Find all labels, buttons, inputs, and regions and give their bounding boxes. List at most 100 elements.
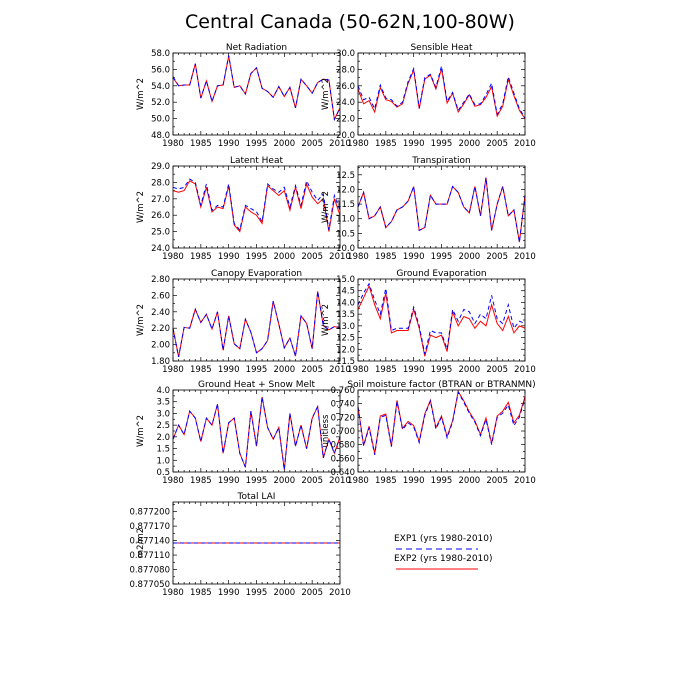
y-tick-label: 28.0 <box>151 178 170 188</box>
y-tick-label: 0.660 <box>331 454 355 464</box>
panel-9: Total LAI m2/m2 1980 1985 1990 1995 2000 2005 20… <box>129 492 350 598</box>
y-axis-title: W/m^2 <box>321 191 331 223</box>
y-tick-label: 0.640 <box>331 468 355 478</box>
x-tick-label: 1980 <box>162 588 184 598</box>
x-tick-label: 1995 <box>431 476 453 486</box>
y-tick-label: 1.5 <box>156 445 170 455</box>
x-tick-label: 2010 <box>514 139 536 149</box>
y-tick-label: 11.5 <box>336 200 355 210</box>
x-tick-label: 2010 <box>329 365 351 375</box>
y-axis-title: unitless <box>321 414 331 447</box>
x-tick-label: 2010 <box>329 476 351 486</box>
panel-3: Latent Heat W/m^2 1980 1985 1990 1995 2000 2005… <box>136 156 351 262</box>
x-tick-label: 1985 <box>190 365 212 375</box>
x-tick-label: 2000 <box>274 476 296 486</box>
panel-5: Canopy Evaporation W/m^2 1980 1985 1990 1995 2… <box>136 269 351 375</box>
series-line-exp2 <box>357 284 526 357</box>
x-tick-label: 1990 <box>403 252 425 262</box>
y-tick-label: 11.0 <box>336 215 355 225</box>
y-tick-label: 0.877050 <box>129 580 170 590</box>
y-tick-label: 0.680 <box>331 441 355 451</box>
series-line-exp2 <box>172 396 341 470</box>
x-tick-label: 2010 <box>514 252 536 262</box>
y-tick-label: 0.877200 <box>129 508 170 518</box>
y-tick-label: 11.5 <box>336 357 355 367</box>
y-tick-label: 58.0 <box>151 49 170 59</box>
x-tick-label: 1995 <box>246 139 268 149</box>
y-tick-label: 24.0 <box>151 244 170 254</box>
y-tick-label: 1.0 <box>156 456 170 466</box>
y-tick-label: 0.760 <box>331 386 355 396</box>
y-axis-title: W/m^2 <box>321 78 331 110</box>
y-tick-label: 0.877140 <box>129 537 170 547</box>
x-tick-label: 1985 <box>190 139 212 149</box>
x-tick-label: 1995 <box>431 252 453 262</box>
series-line-exp1 <box>172 291 341 357</box>
legend-label-1: EXP1 (yrs 1980-2010) <box>394 534 493 544</box>
x-tick-label: 1995 <box>246 476 268 486</box>
y-tick-label: 10.0 <box>336 244 355 254</box>
y-tick-label: 13.0 <box>336 322 355 332</box>
y-axis-title: W/m^2 <box>136 191 146 223</box>
x-tick-label: 2010 <box>329 588 351 598</box>
x-tick-label: 1980 <box>162 139 184 149</box>
panel-title: Total LAI <box>237 492 276 502</box>
y-tick-label: 50.0 <box>151 115 170 125</box>
series-line-exp1 <box>172 55 341 122</box>
y-tick-label: 14.0 <box>336 298 355 308</box>
x-tick-label: 1985 <box>190 476 212 486</box>
y-tick-label: 0.720 <box>331 413 355 423</box>
panel-title: Ground Heat + Snow Melt <box>198 380 316 390</box>
x-tick-label: 1990 <box>218 139 240 149</box>
y-tick-label: 2.0 <box>156 433 170 443</box>
y-tick-label: 29.0 <box>151 162 170 172</box>
y-tick-label: 12.5 <box>336 334 355 344</box>
panel-title: Soil moisture factor (BTRAN or BTRANMN) <box>347 380 535 390</box>
panel-title: Latent Heat <box>230 156 284 166</box>
panel-frame <box>172 278 341 362</box>
x-tick-label: 1980 <box>162 365 184 375</box>
series-line-exp1 <box>357 65 526 119</box>
y-tick-label: 13.5 <box>336 310 355 320</box>
x-tick-label: 1995 <box>246 252 268 262</box>
panel-frame <box>172 52 341 136</box>
series-line-exp2 <box>357 68 526 119</box>
panel-frame <box>357 52 526 136</box>
y-tick-label: 1.80 <box>151 357 170 367</box>
y-tick-label: 12.0 <box>336 185 355 195</box>
panel-frame <box>357 278 526 362</box>
y-tick-label: 25.0 <box>151 228 170 238</box>
y-tick-label: 54.0 <box>151 82 170 92</box>
panel-4: Transpiration W/m^2 1980 1985 1990 1995 2000 20… <box>321 156 536 262</box>
x-tick-label: 2000 <box>274 365 296 375</box>
x-tick-label: 2010 <box>514 476 536 486</box>
series-line-exp2 <box>172 180 341 233</box>
x-tick-label: 2010 <box>329 139 351 149</box>
x-tick-label: 2005 <box>301 252 323 262</box>
x-tick-label: 2005 <box>486 252 508 262</box>
y-tick-label: 52.0 <box>151 98 170 108</box>
x-tick-label: 1980 <box>347 139 369 149</box>
series-line-exp2 <box>357 177 526 243</box>
panel-frame <box>172 165 341 249</box>
panel-title: Sensible Heat <box>410 43 473 53</box>
panel-1: Net Radiation W/m^2 1980 1985 1990 1995 2000 20… <box>136 43 351 149</box>
x-tick-label: 1995 <box>246 365 268 375</box>
x-tick-label: 2005 <box>486 365 508 375</box>
x-tick-label: 1980 <box>347 252 369 262</box>
series-line-exp1 <box>172 178 341 232</box>
x-tick-label: 1990 <box>218 588 240 598</box>
y-tick-label: 30.0 <box>336 49 355 59</box>
x-tick-label: 1985 <box>375 476 397 486</box>
x-tick-label: 2005 <box>301 139 323 149</box>
y-tick-label: 22.0 <box>336 115 355 125</box>
y-tick-label: 15.0 <box>336 275 355 285</box>
y-tick-label: 24.0 <box>336 98 355 108</box>
x-tick-label: 2000 <box>274 588 296 598</box>
y-tick-label: 2.20 <box>151 324 170 334</box>
series-line-exp2 <box>357 390 526 454</box>
figure-title: Central Canada (50-62N,100-80W) <box>185 11 515 33</box>
y-tick-label: 3.0 <box>156 409 170 419</box>
panel-2: Sensible Heat W/m^2 1980 1985 1990 1995 2000 20… <box>321 43 536 149</box>
x-tick-label: 1985 <box>375 139 397 149</box>
